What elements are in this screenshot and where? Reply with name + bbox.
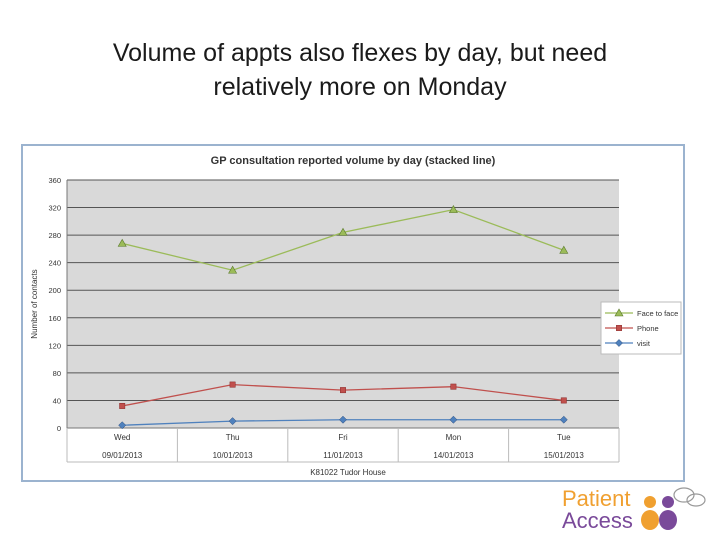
data-point-face-to-face [448, 205, 458, 213]
data-point-phone [119, 403, 126, 409]
legend-label: Phone [637, 324, 659, 333]
y-tick-label: 240 [48, 259, 61, 268]
series [117, 205, 569, 430]
people-chat-icon [641, 487, 706, 530]
legend-label: Face to face [637, 309, 678, 318]
axes: 0 40 80 120 160 200 240 280 320 360 Wed Thu Fri Mon Tu… [48, 176, 620, 463]
slide-title-line-2: relatively more on Monday [213, 73, 507, 101]
data-point-phone [229, 381, 236, 388]
data-point-visit [559, 415, 568, 424]
y-axis-label: Number of contacts [30, 269, 39, 338]
data-point-visit [339, 415, 347, 424]
x-date-label: 10/01/2013 [213, 451, 254, 460]
data-point-phone [340, 387, 346, 394]
x-tick-label: Tue [557, 433, 571, 442]
x-date-label: 14/01/2013 [433, 451, 474, 460]
logo-word-access: Access [562, 508, 633, 533]
y-tick-label: 80 [53, 369, 61, 378]
slide-title: Volume of appts also flexes by day, but … [60, 36, 660, 104]
logo-body-purple [659, 510, 677, 530]
x-tick-label: Mon [446, 433, 462, 442]
data-point-phone [560, 397, 567, 404]
logo-word-patient: Patient [562, 486, 631, 511]
legend-marker [614, 308, 624, 317]
x-tick-label: Fri [338, 433, 348, 442]
patient-access-logo: Patient Access [562, 486, 712, 534]
y-tick-label: 0 [57, 424, 61, 433]
y-tick-label: 200 [48, 286, 61, 295]
y-tick-label: 160 [48, 314, 61, 323]
x-axis-group-label: K81022 Tudor House [310, 468, 386, 477]
legend: Face to face Phone visit [600, 301, 682, 355]
x-date-label: 09/01/2013 [102, 451, 143, 460]
x-tick-label: Wed [114, 433, 130, 442]
legend-marker [616, 325, 622, 331]
x-date-label: 11/01/2013 [323, 451, 363, 460]
data-point-visit [449, 415, 458, 424]
data-point-face-to-face [559, 245, 569, 254]
y-tick-label: 40 [53, 396, 61, 405]
logo-head-purple [662, 496, 674, 508]
data-point-face-to-face [338, 227, 348, 236]
legend-marker [615, 339, 623, 347]
slide-title-line-1: Volume of appts also flexes by day, but … [112, 39, 608, 67]
data-point-visit [228, 417, 237, 426]
x-date-label: 15/01/2013 [544, 451, 585, 460]
data-point-phone [450, 383, 457, 390]
x-tick-label: Thu [226, 433, 240, 442]
chart-frame: 0 40 80 120 160 200 240 280 320 360 Wed Thu Fri Mon Tu… [21, 144, 685, 482]
logo-speech-bubble-1 [673, 487, 695, 503]
y-tick-label: 120 [48, 341, 61, 350]
logo-speech-bubble-2 [686, 493, 706, 507]
data-point-face-to-face [117, 238, 127, 247]
data-point-face-to-face [228, 265, 238, 274]
logo-head-orange [644, 496, 656, 508]
stacked-line-chart: 0 40 80 120 160 200 240 280 320 360 Wed Thu Fri Mon Tu… [30, 155, 682, 477]
data-point-visit [118, 421, 127, 430]
legend-label: visit [637, 339, 651, 348]
y-tick-label: 360 [48, 176, 61, 185]
logo-body-orange [641, 510, 659, 530]
y-tick-label: 320 [48, 204, 61, 213]
gridlines [67, 179, 619, 401]
plot-area [67, 180, 619, 428]
chart-title: GP consultation reported volume by day (… [211, 155, 496, 167]
y-tick-label: 280 [48, 231, 61, 240]
